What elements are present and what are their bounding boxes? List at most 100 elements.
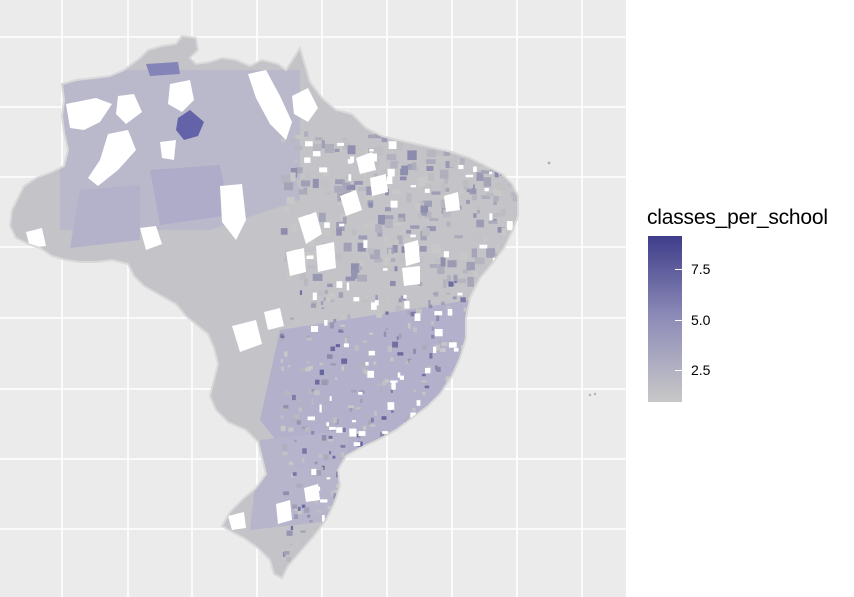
municipality-cell [445,509,450,514]
municipality-cell [318,454,323,458]
municipality-cell [506,369,509,374]
municipality-cell [297,179,305,187]
municipality-cell [452,296,457,300]
municipality-cell [334,252,342,261]
municipality-cell [491,157,501,166]
municipality-cell [385,311,389,315]
municipality-cell [336,484,340,488]
municipality-cell [288,427,294,432]
municipality-cell [472,233,482,242]
missing-cell [310,325,319,332]
municipality-cell [519,218,524,226]
municipality-cell [467,475,471,481]
municipality-cell [354,345,359,351]
municipality-cell [477,165,486,170]
island-mark [593,392,597,396]
municipality-cell [392,444,396,448]
missing-cell [343,343,349,348]
missing-cell [418,415,422,423]
missing-cell [454,420,461,425]
municipality-cell [315,470,322,476]
municipality-cell [474,322,479,327]
municipality-cell [424,385,430,389]
municipality-cell [342,324,345,331]
municipality-cell [447,275,452,284]
municipality-cell [349,461,356,467]
municipality-cell [323,454,329,460]
municipality-cell [399,176,407,181]
municipality-cell [327,283,333,288]
municipality-cell [467,560,470,564]
municipality-cell [467,349,473,354]
municipality-cell [466,199,470,205]
municipality-cell [281,174,291,184]
missing-cell [438,456,444,465]
municipality-cell [334,504,337,507]
missing-cell [485,438,488,445]
missing-cell [465,463,472,466]
municipality-cell [417,176,426,187]
municipality-cell [312,143,322,154]
municipality-cell [380,496,386,500]
municipality-cell [438,505,443,510]
missing-cell [329,396,332,401]
municipality-cell [342,137,348,141]
missing-cell [434,311,443,316]
municipality-cell [342,142,351,150]
missing-cell [339,223,345,227]
municipality-cell [333,489,338,493]
municipality-cell [447,439,451,445]
municipality-cell [349,408,353,412]
municipality-cell [517,536,518,543]
missing-cell [470,150,476,158]
municipality-cell [331,524,337,527]
missing-cell [321,515,325,522]
missing-cell [416,400,421,406]
municipality-cell [417,201,425,207]
municipality-cell [296,420,301,425]
municipality-cell [440,199,447,209]
municipality-cell [327,424,333,429]
municipality-cell [414,552,418,558]
municipality-cell [420,437,426,441]
municipality-cell [376,314,382,318]
municipality-cell [503,488,510,491]
missing-cell [349,428,357,437]
municipality-cell [364,562,369,568]
municipality-cell [397,235,403,245]
missing-cell [506,221,513,229]
municipality-cell [429,264,438,268]
municipality-cell [358,235,368,240]
missing-cell [422,439,430,444]
municipality-cell [501,291,508,295]
municipality-cell [283,207,290,213]
municipality-cell [508,455,513,462]
municipality-cell [504,559,508,563]
missing-cell [358,391,363,395]
missing-cell [336,142,345,146]
missing-cell [447,499,450,507]
municipality-cell [410,225,420,229]
municipality-cell [398,213,406,222]
municipality-cell [511,519,516,522]
municipality-cell [407,150,417,161]
municipality-cell [434,258,440,264]
municipality-cell [335,179,344,185]
municipality-cell [303,550,310,556]
municipality-cell [326,354,333,359]
municipality-cell [319,369,325,376]
municipality-cell [471,437,475,444]
missing-cell [312,292,317,300]
municipality-cell [296,320,300,326]
municipality-cell [341,365,345,371]
municipality-cell [401,558,405,564]
municipality-cell [290,172,296,182]
municipality-cell [448,281,454,287]
municipality-cell [365,191,375,201]
municipality-cell [426,159,436,164]
municipality-cell [463,229,468,233]
municipality-cell [436,315,440,322]
missing-cell [414,313,421,321]
municipality-cell [356,176,364,180]
municipality-cell [462,269,472,274]
